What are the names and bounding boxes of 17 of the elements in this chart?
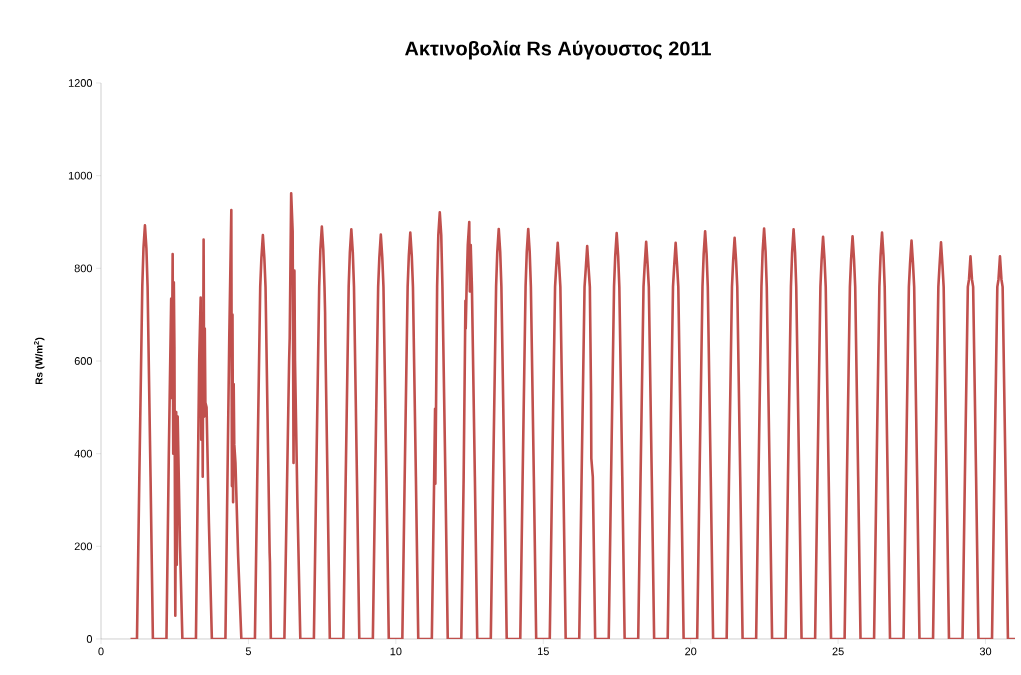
y-tick-label: 800 (74, 264, 93, 273)
y-tick-label: 400 (74, 449, 93, 458)
y-tick-label: 600 (74, 357, 93, 365)
x-tick-label: 0 (98, 647, 104, 656)
y-tick-label: 0 (86, 635, 93, 643)
y-tick-label: 200 (74, 542, 93, 551)
x-tick-label: 15 (538, 647, 549, 656)
x-tick-label: 30 (979, 647, 992, 656)
x-tick-label: 25 (832, 647, 844, 656)
y-tick-label: 1200 (68, 79, 93, 87)
y-tick-label: 1000 (68, 171, 93, 180)
x-tick-label: 20 (685, 647, 697, 656)
line-series (129, 191, 1016, 639)
chart-title: Ακτινοβολία Rs Αύγουστος 2011 (405, 40, 711, 60)
x-tick-label: 5 (245, 647, 252, 656)
text: Rs (W/m$^{2}$) (33, 337, 45, 385)
x-tick-label: 10 (390, 647, 402, 656)
